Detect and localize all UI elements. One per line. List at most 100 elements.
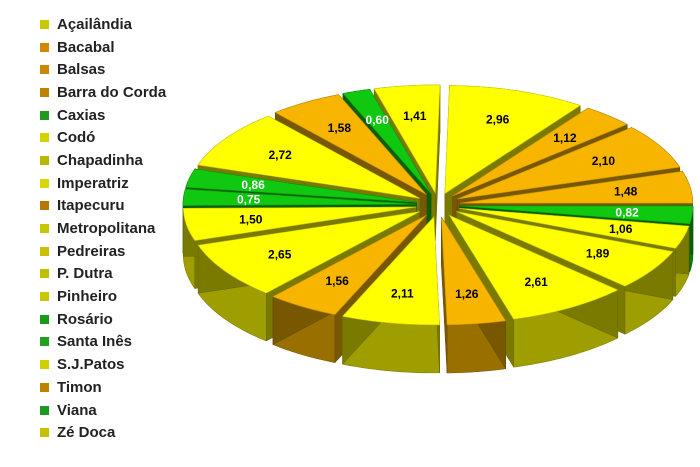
legend-label: S.J.Patos bbox=[57, 356, 125, 374]
slice-top bbox=[183, 206, 417, 241]
legend-swatch bbox=[40, 314, 49, 324]
legend-item: Viana bbox=[40, 399, 220, 422]
legend-swatch bbox=[40, 65, 49, 75]
legend-label: Rosário bbox=[57, 310, 113, 328]
slice-top bbox=[274, 94, 427, 195]
slice-top bbox=[457, 127, 681, 200]
data-label: 2,11 bbox=[391, 286, 414, 300]
slice-top bbox=[341, 216, 440, 326]
legend-swatch bbox=[40, 246, 49, 256]
legend-label: Itapecuru bbox=[57, 197, 125, 215]
legend-item: Bacabal bbox=[40, 36, 220, 59]
data-label: 1,12 bbox=[553, 131, 577, 145]
slice-tops bbox=[182, 84, 694, 326]
legend-item: P. Dutra bbox=[40, 263, 220, 286]
legend-label: Barra do Corda bbox=[57, 83, 167, 101]
legend-swatch bbox=[40, 224, 49, 234]
legend-item: Itapecuru bbox=[40, 195, 220, 218]
legend-label: Viana bbox=[57, 401, 97, 419]
data-label: 1,58 bbox=[328, 121, 352, 135]
legend-label: Bacabal bbox=[57, 38, 115, 56]
legend-label: Metropolitana bbox=[57, 220, 156, 238]
legend-item: Metropolitana bbox=[40, 217, 220, 240]
legend-item: Timon bbox=[40, 376, 220, 399]
legend-label: Santa Inês bbox=[57, 333, 133, 351]
data-label: 1,48 bbox=[614, 185, 638, 199]
legend-swatch bbox=[40, 428, 49, 438]
data-label: 0,86 bbox=[241, 178, 265, 192]
legend-label: P. Dutra bbox=[57, 265, 113, 283]
legend-label: Pedreiras bbox=[57, 242, 126, 260]
data-label: 2,61 bbox=[524, 275, 548, 289]
slice-top bbox=[197, 211, 420, 294]
legend-item: Açailândia bbox=[40, 13, 220, 36]
slice-top bbox=[456, 211, 674, 287]
legend-label: Timon bbox=[57, 378, 102, 396]
legend-swatch bbox=[40, 360, 49, 370]
legend-item: Chapadinha bbox=[40, 149, 220, 172]
legend-swatch bbox=[40, 178, 49, 188]
data-label: 2,72 bbox=[269, 148, 293, 162]
slice-top bbox=[444, 85, 581, 195]
data-label: 1,06 bbox=[609, 222, 633, 236]
legend-swatch bbox=[40, 269, 49, 279]
slice-top bbox=[342, 88, 432, 194]
slice-top bbox=[448, 214, 619, 320]
slice-top bbox=[197, 115, 420, 199]
slice-top bbox=[185, 168, 417, 203]
legend-swatch bbox=[40, 155, 49, 165]
legend-swatch bbox=[40, 110, 49, 120]
legend-item: Santa Inês bbox=[40, 331, 220, 354]
legend-item: Balsas bbox=[40, 58, 220, 81]
legend-item: Pinheiro bbox=[40, 285, 220, 308]
data-label: 0,82 bbox=[615, 205, 639, 219]
legend-swatch bbox=[40, 19, 49, 29]
data-label: 0,75 bbox=[237, 192, 261, 206]
legend-label: Caxias bbox=[57, 106, 106, 124]
legend-label: Pinheiro bbox=[57, 288, 118, 306]
legend-swatch bbox=[40, 337, 49, 347]
slice-top bbox=[459, 205, 694, 225]
legend-item: Caxias bbox=[40, 104, 220, 127]
legend-swatch bbox=[40, 292, 49, 302]
legend-swatch bbox=[40, 133, 49, 143]
slice-top bbox=[441, 216, 507, 326]
data-label: 1,50 bbox=[239, 213, 263, 227]
data-label: 2,10 bbox=[592, 154, 616, 168]
legend-label: Açailândia bbox=[57, 15, 133, 33]
legend-label: Chapadinha bbox=[57, 151, 143, 169]
legend-label: Balsas bbox=[57, 61, 106, 79]
slice-top bbox=[272, 214, 427, 315]
data-labels: 2,96 1,12 2,10 1,48 0,82 1,06 1,89 2,61 1,26 2,11… bbox=[237, 109, 639, 301]
slice-top bbox=[459, 207, 690, 249]
legend: Açailândia Bacabal Balsas Barra do Corda Cax… bbox=[40, 13, 220, 444]
legend-swatch bbox=[40, 405, 49, 415]
slice-top bbox=[459, 170, 694, 204]
legend-swatch bbox=[40, 42, 49, 52]
legend-item: Codó bbox=[40, 126, 220, 149]
legend-item: Imperatriz bbox=[40, 172, 220, 195]
data-label: 1,89 bbox=[586, 247, 610, 261]
legend-label: Codó bbox=[57, 129, 96, 147]
data-label: 1,26 bbox=[455, 287, 479, 301]
data-label: 1,56 bbox=[325, 274, 349, 288]
legend-item: Barra do Corda bbox=[40, 81, 220, 104]
legend-item: Zé Doca bbox=[40, 421, 220, 444]
data-label: 2,96 bbox=[486, 113, 510, 127]
legend-swatch bbox=[40, 87, 49, 97]
legend-item: Pedreiras bbox=[40, 240, 220, 263]
legend-label: Imperatriz bbox=[57, 174, 129, 192]
data-label: 2,65 bbox=[268, 248, 292, 262]
legend-label: Zé Doca bbox=[57, 424, 116, 442]
data-label: 0,60 bbox=[366, 113, 390, 127]
legend-item: Rosário bbox=[40, 308, 220, 331]
legend-swatch bbox=[40, 382, 49, 392]
slice-top bbox=[452, 107, 628, 197]
data-label: 1,41 bbox=[403, 109, 427, 123]
slice-top bbox=[182, 188, 417, 206]
legend-swatch bbox=[40, 201, 49, 211]
slice-top bbox=[373, 84, 441, 195]
legend-item: S.J.Patos bbox=[40, 353, 220, 376]
